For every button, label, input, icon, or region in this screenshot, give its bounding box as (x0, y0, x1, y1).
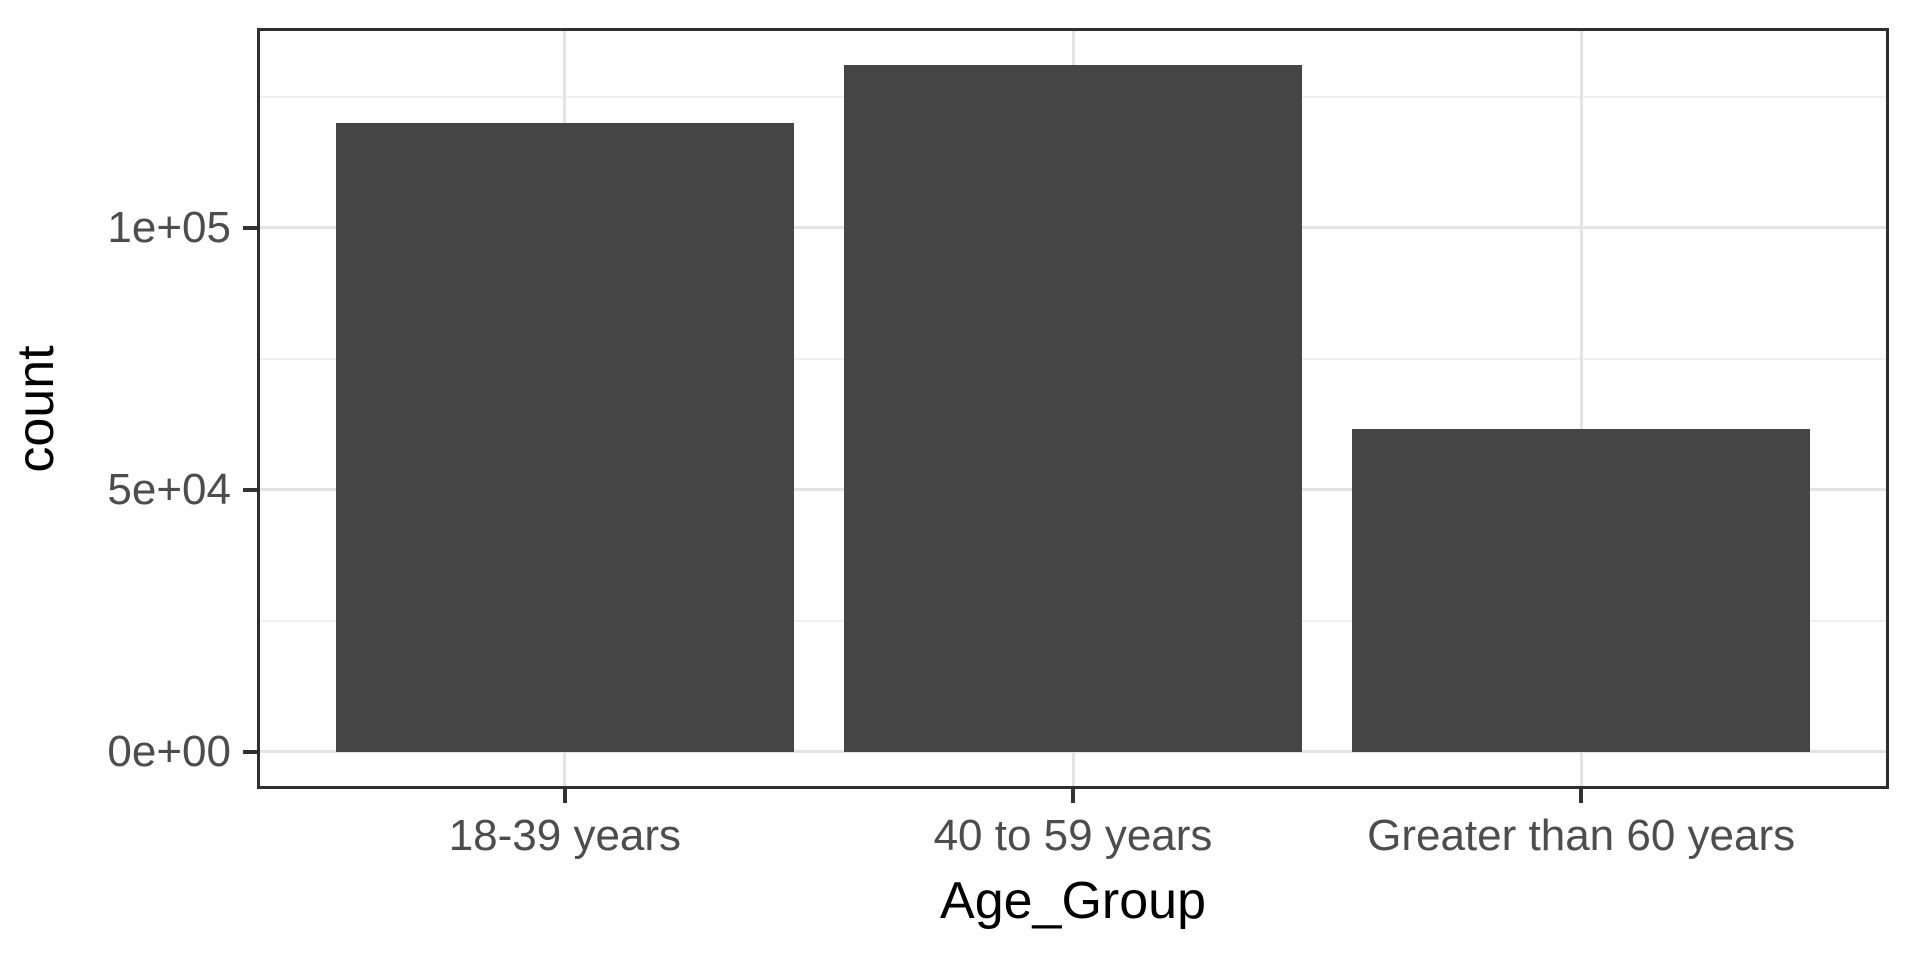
bar (1352, 429, 1810, 752)
bar (844, 65, 1302, 752)
x-tick-label: Greater than 60 years (1367, 811, 1796, 860)
y-tick-label: 1e+05 (107, 202, 231, 252)
y-axis-title: count (7, 344, 65, 473)
y-axis-tick-mark (243, 225, 257, 230)
y-axis-tick-mark (243, 487, 257, 492)
x-axis-tick-mark (562, 789, 567, 803)
y-tick-label: 5e+04 (107, 464, 231, 514)
major-gridline-vertical (1579, 31, 1583, 786)
x-axis-tick-mark (1579, 789, 1584, 803)
y-tick-label: 0e+00 (107, 726, 231, 776)
x-axis-title: Age_Group (940, 872, 1206, 930)
x-tick-label: 40 to 59 years (933, 811, 1213, 860)
x-tick-label: 18-39 years (448, 811, 682, 860)
y-axis-tick-mark (243, 749, 257, 754)
bar (336, 122, 794, 752)
plot-panel (257, 28, 1889, 789)
x-axis-tick-mark (1071, 789, 1075, 803)
